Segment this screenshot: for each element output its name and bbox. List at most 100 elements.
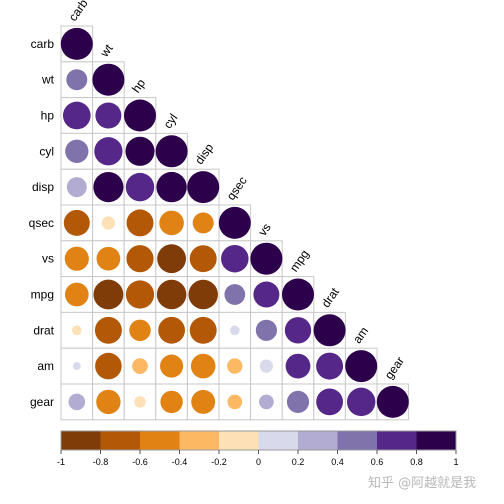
corr-circle-qsec-carb: [63, 209, 90, 236]
corr-circle-gear-am: [346, 387, 376, 417]
column-label-mpg: mpg: [287, 247, 312, 274]
colorbar-segment-6: [298, 431, 338, 450]
corr-circle-gear-cyl: [160, 390, 183, 414]
corr-circle-drat-drat: [313, 314, 346, 347]
corr-circle-gear-disp: [191, 389, 216, 414]
corr-circle-vs-cyl: [157, 244, 187, 274]
corr-circle-qsec-wt: [101, 216, 115, 230]
corr-circle-hp-hp: [124, 99, 156, 132]
corr-circle-drat-carb: [72, 325, 82, 336]
corr-circle-am-hp: [132, 358, 148, 374]
corr-circle-disp-wt: [93, 172, 124, 203]
corr-circle-am-vs: [259, 359, 273, 373]
row-label-wt: wt: [41, 73, 55, 87]
colorbar-segment-8: [377, 431, 417, 450]
corr-circle-gear-drat: [316, 388, 343, 416]
corr-circle-mpg-qsec: [224, 284, 246, 305]
corr-circle-disp-carb: [66, 177, 87, 198]
corr-circle-cyl-cyl: [155, 135, 188, 168]
corr-circle-mpg-wt: [93, 279, 124, 310]
colorbar-tick-label-2: -0.6: [132, 457, 148, 467]
colorbar-segment-4: [219, 431, 259, 450]
corr-circle-mpg-hp: [125, 280, 155, 309]
corr-circle-drat-hp: [129, 319, 151, 342]
colorbar-tick-label-3: -0.4: [172, 457, 188, 467]
corr-circle-qsec-cyl: [159, 210, 184, 236]
column-label-vs: vs: [255, 221, 273, 239]
corr-circle-am-disp: [190, 353, 216, 379]
colorbar-tick-label-1: -0.8: [93, 457, 109, 467]
corr-circle-wt-carb: [66, 69, 88, 91]
row-label-vs: vs: [42, 252, 54, 266]
corr-circle-qsec-qsec: [218, 206, 251, 239]
colorbar-segment-1: [100, 431, 141, 450]
column-label-qsec: qsec: [224, 174, 250, 203]
corr-circle-disp-hp: [125, 172, 155, 202]
corr-circle-drat-disp: [189, 316, 217, 344]
corr-circle-am-am: [345, 350, 378, 383]
corr-circle-am-carb: [72, 362, 81, 371]
corr-circle-gear-qsec: [227, 394, 243, 410]
corr-circle-mpg-mpg: [282, 278, 314, 311]
column-label-drat: drat: [319, 285, 343, 311]
corr-circle-vs-hp: [126, 245, 154, 273]
column-label-gear: gear: [382, 354, 407, 382]
corr-circle-carb-carb: [60, 27, 93, 60]
colorbar-segment-3: [179, 431, 220, 450]
corr-circle-gear-gear: [376, 385, 409, 418]
colorbar-tick-label-8: 0.6: [371, 457, 384, 467]
row-label-am: am: [37, 359, 54, 373]
corr-circle-vs-qsec: [221, 244, 249, 273]
row-label-cyl: cyl: [39, 144, 54, 158]
corr-circle-vs-vs: [250, 242, 283, 275]
colorbar-segment-2: [140, 431, 180, 450]
corr-circle-drat-qsec: [230, 325, 240, 336]
row-label-drat: drat: [33, 323, 54, 337]
corr-circle-disp-cyl: [156, 171, 187, 203]
heatmap-cells: [60, 25, 410, 421]
corr-circle-drat-wt: [94, 316, 122, 344]
corr-circle-gear-hp: [134, 396, 146, 408]
row-label-qsec: qsec: [29, 216, 54, 230]
colorbar-tick-label-9: 0.8: [410, 457, 423, 467]
column-label-disp: disp: [192, 141, 216, 167]
corr-circle-vs-disp: [189, 245, 217, 273]
corr-circle-qsec-disp: [192, 212, 214, 234]
column-label-am: am: [350, 324, 371, 346]
row-label-hp: hp: [41, 109, 55, 123]
corr-circle-cyl-wt: [94, 137, 123, 166]
corr-circle-gear-wt: [96, 389, 121, 415]
row-label-mpg: mpg: [31, 288, 54, 302]
row-label-carb: carb: [31, 37, 55, 51]
corr-circle-mpg-vs: [253, 281, 280, 308]
colorbar-segment-0: [61, 431, 101, 450]
corr-circle-mpg-carb: [64, 282, 89, 307]
column-label-carb: carb: [66, 0, 91, 24]
colorbar-tick-label-4: -0.2: [211, 457, 227, 467]
colorbar-tick-label-0: -1: [57, 457, 65, 467]
corr-circle-cyl-carb: [65, 139, 89, 163]
corr-circle-vs-carb: [64, 246, 89, 271]
corr-circle-hp-carb: [62, 101, 91, 130]
colorbar-segment-5: [258, 431, 299, 450]
row-label-gear: gear: [30, 395, 54, 409]
corr-circle-qsec-hp: [126, 209, 154, 237]
corr-circle-am-wt: [95, 352, 122, 380]
corr-circle-disp-disp: [187, 171, 220, 204]
corr-circle-hp-wt: [95, 102, 122, 129]
colorbar-tick-label-6: 0.2: [292, 457, 305, 467]
corr-circle-drat-mpg: [284, 317, 312, 344]
colorbar: -1 -0.8 -0.6 -0.4 -0.2 0 0.2 0.4 0.6 0.8 1: [57, 430, 459, 467]
corr-circle-am-drat: [316, 352, 344, 380]
corr-circle-vs-wt: [96, 246, 121, 271]
corr-circle-am-cyl: [160, 354, 184, 378]
corr-circle-gear-vs: [259, 394, 274, 410]
corr-circle-gear-carb: [68, 393, 86, 411]
corr-circle-am-qsec: [227, 358, 243, 374]
colorbar-tick-label-7: 0.4: [331, 457, 344, 467]
colorbar-tick-label-10: 1: [453, 457, 458, 467]
column-label-cyl: cyl: [161, 111, 181, 131]
column-label-wt: wt: [97, 41, 116, 60]
corr-circle-mpg-disp: [188, 279, 218, 310]
